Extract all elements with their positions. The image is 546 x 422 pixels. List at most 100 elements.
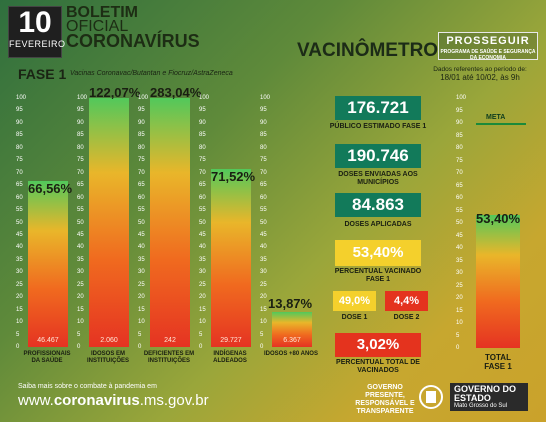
scale-tick: 45 (456, 232, 463, 239)
url-suffix: .ms.gov.br (139, 392, 209, 409)
scale-tick: 75 (77, 157, 84, 164)
scale-tick: 30 (260, 269, 267, 276)
scale-tick: 5 (16, 331, 20, 338)
scale-tick: 45 (77, 231, 84, 238)
bar-count: 6.367 (283, 337, 301, 344)
dose2-value: 4,4% (385, 291, 428, 311)
scale-tick: 55 (77, 207, 84, 214)
scale-tick: 60 (16, 194, 23, 201)
scale-tick: 85 (138, 132, 145, 139)
scale-tick: 5 (260, 331, 264, 338)
scale-tick: 0 (138, 344, 142, 350)
scale-tick: 100 (456, 95, 467, 101)
scale-tick: 50 (260, 219, 267, 226)
scale-tick: 55 (16, 207, 23, 214)
scale-tick: 25 (138, 281, 145, 288)
scale-tick: 40 (138, 244, 145, 251)
scale-tick: 55 (138, 207, 145, 214)
scale-tick: 20 (260, 294, 267, 301)
total-bar-value: 53,40% (476, 210, 521, 226)
scale-tick: 45 (199, 231, 206, 238)
scale-tick: 80 (16, 144, 23, 151)
scale-tick: 25 (456, 282, 463, 289)
scale-tick: 65 (16, 182, 23, 189)
scale-tick: 0 (199, 344, 203, 350)
scale-tick: 35 (16, 256, 23, 263)
scale-tick: 15 (16, 306, 23, 313)
bar-track (28, 98, 68, 347)
scale-tick: 30 (199, 269, 206, 276)
scale-tick: 85 (77, 132, 84, 139)
scale-tick: 15 (260, 306, 267, 313)
scale-tick: 25 (199, 281, 206, 288)
publico-caption: PÚBLICO ESTIMADO FASE 1 (329, 123, 427, 130)
publico-value: 176.721 (335, 96, 421, 120)
scale-tick: 25 (16, 281, 23, 288)
scale-tick: 40 (456, 245, 463, 251)
scale-tick: 100 (260, 95, 271, 101)
scale-tick: 20 (138, 294, 145, 301)
scale-tick: 100 (77, 95, 88, 101)
bar-fill (28, 181, 68, 347)
scale-tick: 10 (77, 319, 84, 326)
scale-tick: 95 (16, 107, 23, 114)
scale-tick: 50 (199, 219, 206, 226)
scale-tick: 40 (16, 244, 23, 251)
scale-tick: 90 (138, 119, 145, 126)
scale-tick: 70 (16, 169, 23, 176)
scale-tick: 95 (77, 107, 84, 114)
scale-tick: 50 (138, 219, 145, 226)
bar-label: DEFICIENTES EM INSTITUIÇÕES (143, 351, 195, 364)
scale-tick: 60 (456, 195, 463, 201)
scale-tick: 70 (138, 169, 145, 176)
scale-tick: 40 (260, 244, 267, 251)
scale-tick: 10 (456, 320, 463, 326)
scale-tick: 75 (138, 157, 145, 164)
total-bar-fill (476, 214, 520, 348)
scale-tick: 35 (199, 256, 206, 263)
scale-tick: 25 (77, 281, 84, 288)
date-day: 10 (18, 6, 52, 39)
dose1-value: 49,0% (333, 291, 376, 311)
scale-tick: 80 (77, 144, 84, 151)
scale-tick: 60 (260, 194, 267, 201)
gov-sub: Mato Grosso do Sul (454, 403, 508, 409)
scale-tick: 95 (456, 107, 463, 114)
scale-tick: 100 (16, 95, 27, 101)
scale-tick: 85 (16, 132, 23, 139)
scale-tick: 75 (16, 157, 23, 164)
scale-tick: 65 (199, 182, 206, 189)
bars-area: 100 95 90 85 80 75 70 65 60 55 50 45 40 35 30 25 20 15 10 5… (16, 85, 318, 364)
scale-tick: 30 (138, 269, 145, 276)
url-bold: coronavirus (53, 392, 140, 409)
governo-presente: GOVERNO PRESENTE, RESPONSÁVEL E TRANSPAR… (355, 384, 415, 415)
scale-tick: 10 (260, 319, 267, 326)
scale-tick: 95 (138, 107, 145, 114)
bar-count: 2.060 (100, 337, 118, 344)
scale-tick: 20 (199, 294, 206, 301)
scale-tick: 20 (456, 295, 463, 301)
scale-tick: 90 (199, 119, 206, 126)
scale-tick: 25 (260, 281, 267, 288)
bar-count: 46.467 (37, 337, 59, 344)
bar-count: 242 (164, 337, 176, 344)
url-prefix: www. (18, 392, 54, 409)
scale-tick: 30 (16, 269, 23, 276)
scale-tick: 60 (199, 194, 206, 201)
scale-tick: 100 (138, 95, 149, 101)
vacinas-text: Vacinas Coronavac/Butantan e Fiocruz/Ast… (70, 70, 233, 77)
scale-tick: 0 (260, 344, 264, 350)
bar-value: 71,52% (211, 168, 256, 184)
title-line-1: BOLETIM (66, 4, 138, 21)
dose2-caption: DOSE 2 (393, 314, 420, 321)
scale-tick: 90 (456, 120, 463, 126)
percentual-caption: PERCENTUAL VACINADO FASE 1 (334, 268, 422, 283)
scale-tick: 45 (138, 231, 145, 238)
scale-tick: 95 (260, 107, 267, 114)
total-caption: PERCENTUAL TOTAL DE VACINADOS (336, 359, 420, 374)
scale-tick: 90 (260, 119, 267, 126)
footer-url[interactable]: www.coronavirus.ms.gov.br (18, 392, 209, 409)
scale-tick: 85 (456, 132, 463, 139)
scale-tick: 45 (260, 231, 267, 238)
meta-line (476, 123, 526, 125)
